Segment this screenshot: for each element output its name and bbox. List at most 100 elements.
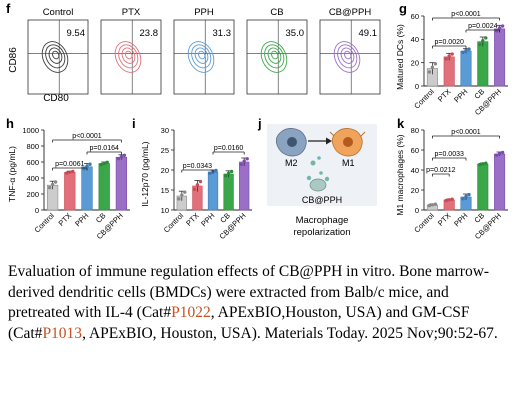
data-point bbox=[467, 47, 471, 51]
y-tick-label: 60 bbox=[411, 12, 419, 21]
data-point bbox=[450, 197, 454, 201]
flow-plot-frame bbox=[246, 19, 308, 95]
flow-group-label: CB bbox=[270, 7, 283, 18]
caption-text-2: , APExBIO,Houston, USA) and GM-CSF (Cat# bbox=[8, 304, 470, 342]
x-tick-label: PPH bbox=[452, 87, 469, 104]
figure-panels: f CD86 CD80 9.54 Control 23.8 PTX 31.3 PPH 35.… bbox=[6, 1, 508, 241]
bar bbox=[477, 41, 489, 87]
flow-plot-frame bbox=[100, 19, 162, 95]
m1-label: M1 bbox=[342, 158, 355, 168]
bar bbox=[115, 156, 128, 211]
data-point bbox=[122, 153, 127, 157]
density-contour bbox=[187, 41, 215, 73]
data-point bbox=[461, 197, 465, 201]
density-contour bbox=[260, 41, 288, 73]
p-value-label: p=0.0212 bbox=[426, 167, 455, 174]
data-point bbox=[447, 198, 451, 202]
y-tick-label: 80 bbox=[411, 126, 419, 135]
drug-label: CB@PPH bbox=[302, 195, 342, 205]
p-value-label: p<0.0001 bbox=[451, 129, 480, 136]
density-contour bbox=[191, 44, 212, 69]
data-point bbox=[183, 190, 187, 194]
data-point bbox=[447, 54, 451, 58]
flow-group-label: CB@PPH bbox=[329, 7, 372, 18]
data-point bbox=[65, 171, 69, 175]
flow-percent-label: 31.3 bbox=[213, 28, 232, 39]
y-tick-label: 20 bbox=[411, 58, 419, 67]
density-contour bbox=[344, 50, 352, 60]
p-value-label: p=0.0061 bbox=[55, 161, 84, 168]
caption-catalog-link-1[interactable]: P1022 bbox=[171, 304, 211, 321]
bar bbox=[98, 163, 110, 211]
arrow-right-icon bbox=[308, 137, 332, 145]
data-point bbox=[105, 160, 109, 165]
y-tick-label: 200 bbox=[26, 190, 39, 199]
m1-cell-icon bbox=[329, 128, 366, 157]
panel-j-letter: j bbox=[257, 116, 262, 131]
y-tick-label: 400 bbox=[26, 174, 39, 183]
data-point bbox=[223, 174, 228, 178]
bar bbox=[494, 153, 506, 211]
data-point bbox=[229, 169, 234, 174]
x-tick-label: PTX bbox=[57, 211, 74, 228]
bar bbox=[460, 50, 472, 87]
density-contour bbox=[52, 50, 60, 60]
x-tick-label: PPH bbox=[452, 211, 469, 228]
p-value-label: p<0.0001 bbox=[72, 133, 101, 140]
x-tick-label: PTX bbox=[436, 87, 453, 104]
y-tick-label: 1000 bbox=[22, 126, 39, 135]
data-point bbox=[427, 203, 432, 208]
data-point bbox=[245, 157, 249, 161]
x-tick-label: PTX bbox=[436, 211, 453, 228]
p-value-label: p=0.0024 bbox=[468, 23, 497, 30]
flow-plot-frame bbox=[173, 19, 235, 95]
data-point bbox=[116, 156, 121, 161]
data-point bbox=[208, 171, 212, 175]
data-point bbox=[464, 48, 468, 53]
y-tick-label: 800 bbox=[26, 142, 39, 151]
data-point bbox=[464, 194, 468, 199]
density-contour bbox=[271, 50, 279, 60]
caption-catalog-link-2[interactable]: P1013 bbox=[42, 324, 83, 342]
data-point bbox=[88, 162, 92, 166]
data-point bbox=[497, 26, 502, 30]
density-contour bbox=[48, 47, 63, 64]
bar bbox=[81, 166, 93, 211]
bar bbox=[207, 171, 219, 211]
density-contour bbox=[194, 47, 209, 64]
y-tick-label: 60 bbox=[411, 146, 419, 155]
data-point bbox=[242, 159, 246, 163]
panel-h-letter: h bbox=[6, 116, 14, 131]
data-point bbox=[99, 162, 103, 167]
schematic-caption-line1: Macrophage bbox=[296, 215, 349, 226]
flow-plot-frame bbox=[27, 19, 89, 95]
data-point bbox=[102, 161, 106, 165]
y-tick-label: 0 bbox=[415, 206, 419, 215]
flow-percent-label: 49.1 bbox=[359, 28, 378, 39]
density-contour bbox=[264, 44, 285, 69]
p-value-label: p=0.0020 bbox=[434, 39, 463, 46]
panel-j-macrophage-schematic: j M2 M1 bbox=[257, 116, 377, 238]
y-tick-label: 15 bbox=[161, 186, 169, 195]
caption-text-1: Evaluation of immune regulation effects … bbox=[8, 263, 490, 321]
panel-f-y-axis-label: CD86 bbox=[8, 47, 19, 73]
m2-label: M2 bbox=[285, 158, 298, 168]
data-point bbox=[450, 52, 454, 56]
x-tick-label: PTX bbox=[184, 211, 201, 228]
data-point bbox=[53, 180, 58, 184]
density-contour bbox=[114, 41, 142, 73]
panel-k-letter: k bbox=[397, 116, 405, 131]
caption-text-3: , APExBIO, Houston, USA). Materials Toda… bbox=[82, 324, 498, 342]
bar bbox=[443, 56, 455, 87]
data-point bbox=[85, 164, 89, 168]
y-tick-label: 600 bbox=[26, 158, 39, 167]
figure-caption: Evaluation of immune regulation effects … bbox=[8, 262, 510, 344]
density-contour bbox=[125, 50, 133, 60]
data-point bbox=[214, 168, 218, 173]
p-value-label: p=0.0160 bbox=[214, 145, 243, 152]
p-value-label: p=0.0033 bbox=[434, 151, 463, 158]
data-point bbox=[444, 198, 448, 203]
flow-percent-label: 35.0 bbox=[286, 28, 305, 39]
bar bbox=[239, 161, 250, 211]
